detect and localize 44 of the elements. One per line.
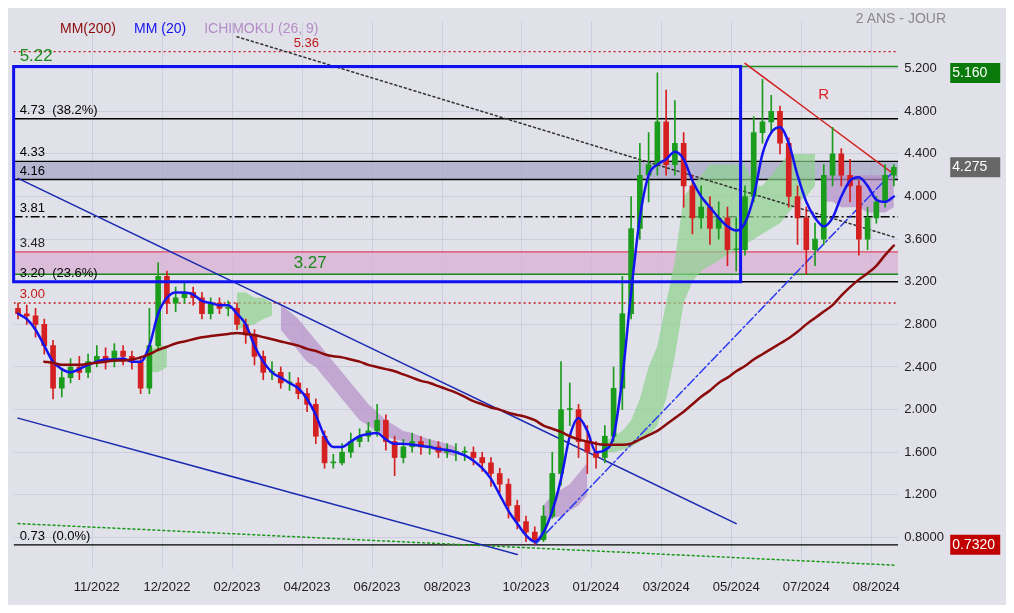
y-tick-label: 2.800 xyxy=(904,315,937,331)
y-tick-label: 1.600 xyxy=(904,443,937,459)
ref-line-label: 3.27 xyxy=(293,253,327,273)
x-tick-label: 05/2024 xyxy=(712,578,760,594)
x-tick-label: 07/2024 xyxy=(782,578,830,594)
x-tick-label: 01/2024 xyxy=(572,578,620,594)
y-tick-label: 5.200 xyxy=(904,60,937,76)
ref-line-label: 0.73 (0.0%) xyxy=(19,527,91,543)
ref-line-label: 5.22 xyxy=(19,45,53,65)
y-tick-label: 2.400 xyxy=(904,358,937,374)
y-tick-label: 2.000 xyxy=(904,401,937,417)
ref-line-label: 3.81 xyxy=(19,199,45,215)
ref-line-label: 3.00 xyxy=(19,286,45,302)
y-tick-label: 3.600 xyxy=(904,230,937,246)
x-tick-label: 10/2023 xyxy=(502,578,550,594)
y-tick-label: 0.8000 xyxy=(904,529,944,545)
candlestick xyxy=(566,382,573,426)
text: 4.275 xyxy=(952,158,988,175)
y-tick-label: 4.400 xyxy=(904,145,937,161)
ref-line-label: 4.73 (38.2%) xyxy=(19,101,98,117)
x-tick-label: 11/2022 xyxy=(73,578,120,594)
ref-line-label: 4.33 xyxy=(19,144,45,160)
text: MM(200) xyxy=(60,20,117,36)
text: 5.160 xyxy=(952,63,988,80)
ref-line-label: 4.16 xyxy=(19,162,45,178)
candlestick xyxy=(733,217,740,272)
x-tick-label: 04/2023 xyxy=(283,578,331,594)
legend-label: ICHIMOKU (26, 9) xyxy=(204,20,319,36)
x-tick-label: 08/2023 xyxy=(423,578,471,594)
y-tick-label: 3.200 xyxy=(904,273,937,289)
ref-line-label: 3.48 xyxy=(19,235,45,250)
x-tick-label: 03/2024 xyxy=(642,578,690,594)
text: 0.7320 xyxy=(952,535,996,552)
x-tick-label: 02/2023 xyxy=(213,578,261,594)
x-tick-label: 08/2024 xyxy=(852,578,900,594)
x-tick-label: 06/2023 xyxy=(353,578,401,594)
y-tick-label: 4.000 xyxy=(904,188,937,204)
chart-subtitle: 2 ANS - JOUR xyxy=(855,10,946,26)
x-tick-label: 12/2022 xyxy=(143,578,191,594)
y-tick-label: 4.800 xyxy=(904,102,937,118)
ref-line-label: 5.36 xyxy=(293,34,319,50)
text: MM (20) xyxy=(134,20,187,36)
y-tick-label: 1.200 xyxy=(904,486,937,502)
annotation: R xyxy=(818,85,830,103)
